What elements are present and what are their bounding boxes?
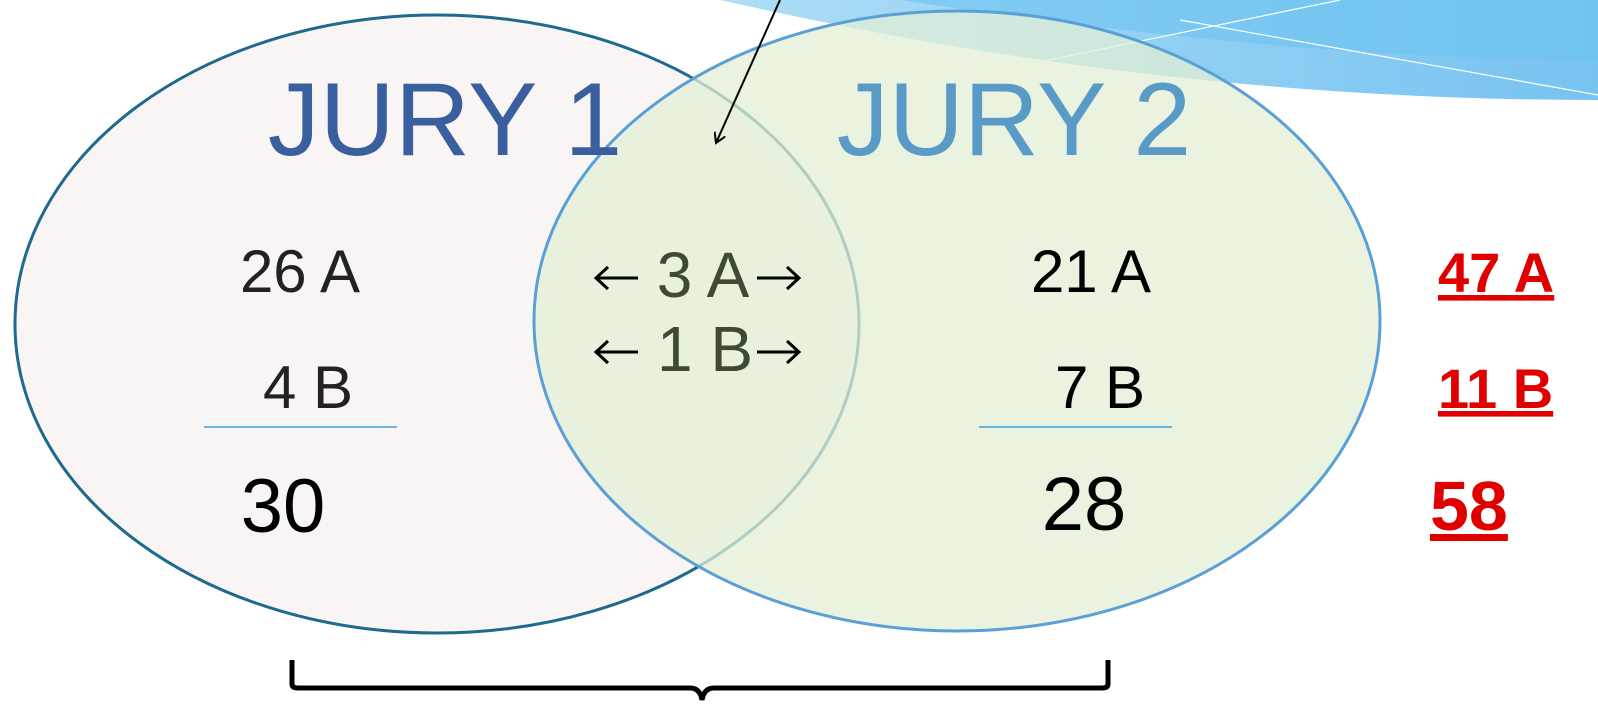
overlap-item: 1 B [657, 313, 753, 385]
brace [292, 660, 1108, 700]
set-item: 21 A [1031, 238, 1151, 305]
grand-total: 58 [1430, 467, 1508, 545]
set-item: 4 B [263, 354, 353, 421]
set-item: 7 B [1055, 354, 1145, 421]
overlap-item: 3 A [657, 239, 750, 311]
set-total: 28 [1042, 462, 1127, 547]
venn-diagram: JURY 1 JURY 2 26 A 4 B 30 21 A 7 B 28 3 … [0, 0, 1598, 718]
set-label: JURY 2 [837, 62, 1192, 178]
grand-total-item: 11 B [1438, 357, 1553, 420]
set-item: 26 A [240, 238, 360, 305]
set-total: 30 [241, 464, 326, 549]
set-label: JURY 1 [268, 62, 623, 178]
grand-total-item: 47 A [1438, 241, 1554, 304]
